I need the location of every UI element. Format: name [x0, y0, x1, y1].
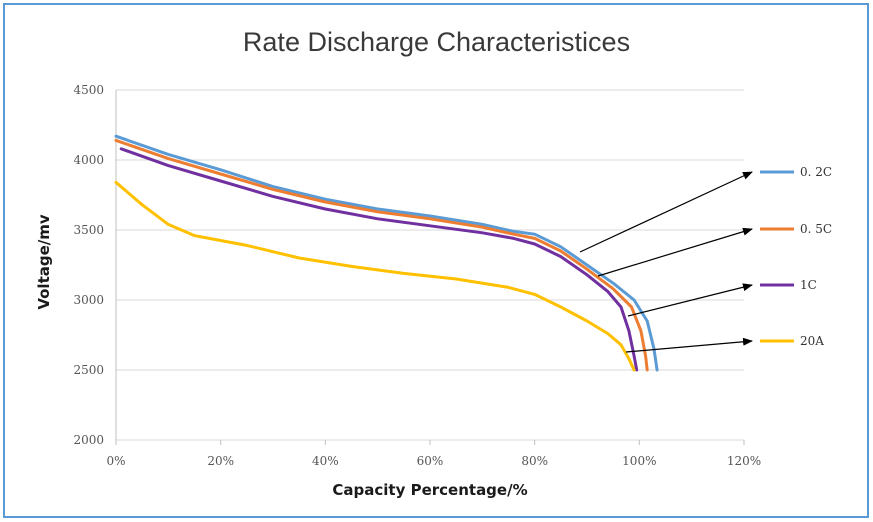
chart-frame: [3, 3, 869, 518]
legend-arrow: [625, 337, 753, 353]
series-line-3: [119, 147, 639, 372]
x-tick-label: 40%: [312, 454, 339, 468]
y-tick-label: 2000: [73, 433, 104, 447]
x-tick-label: 20%: [207, 454, 234, 468]
x-tick-label: 120%: [727, 454, 761, 468]
y-tick-label: 4500: [73, 83, 104, 97]
series-line-1: [114, 134, 659, 372]
x-tick-label: 80%: [521, 454, 548, 468]
y-tick-label: 4000: [73, 153, 104, 167]
chart-title: Rate Discharge Characteristices: [242, 27, 631, 57]
legend-label: 0. 2C: [800, 165, 832, 179]
legend-arrow: [627, 283, 753, 317]
x-axis-label: Capacity Percentage/%: [332, 481, 528, 499]
x-tick-label: 60%: [417, 454, 444, 468]
legend-label: 0. 5C: [800, 222, 832, 236]
y-tick-label: 2500: [73, 363, 104, 377]
legend-arrow: [579, 171, 753, 253]
legend-label: 20A: [800, 334, 824, 348]
legend-arrow: [597, 227, 753, 277]
y-tick-label: 3000: [73, 293, 104, 307]
y-tick-label: 3500: [73, 223, 104, 237]
x-tick-label: 0%: [106, 454, 125, 468]
series-line-4: [114, 180, 636, 372]
x-tick-label: 100%: [622, 454, 656, 468]
legend-label: 1C: [800, 278, 817, 292]
